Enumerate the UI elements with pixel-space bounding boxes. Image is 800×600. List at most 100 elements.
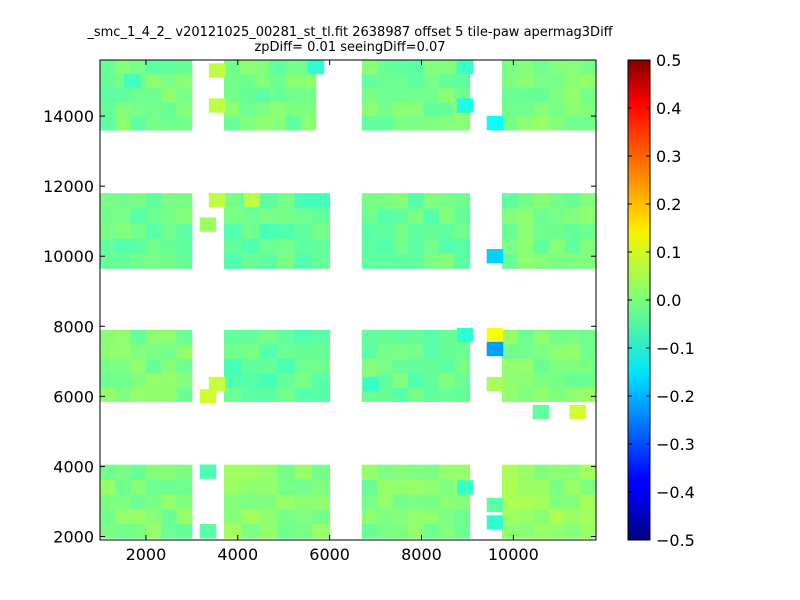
heatmap-cell <box>100 74 116 89</box>
heatmap-cell <box>241 238 260 254</box>
heatmap-cell <box>392 116 409 131</box>
heatmap-cell <box>224 387 242 402</box>
heatmap-cell <box>438 372 455 388</box>
heatmap-cell <box>580 116 596 131</box>
heatmap-cell <box>259 223 278 239</box>
heatmap-cell <box>145 358 162 374</box>
colorbar-tick-label: −0.5 <box>656 531 695 550</box>
heatmap-cell <box>377 208 394 224</box>
heatmap-cell <box>239 88 256 103</box>
heatmap-cell <box>408 508 424 524</box>
heatmap-cell <box>224 523 242 539</box>
heatmap-cell <box>276 208 295 224</box>
heatmap-cell <box>501 116 518 131</box>
heatmap-cell <box>130 193 147 209</box>
heatmap-cell <box>377 372 394 388</box>
heatmap-cell <box>224 494 242 510</box>
heatmap-cell <box>199 524 217 539</box>
heatmap-cell <box>100 193 116 209</box>
heatmap-cell <box>241 508 260 524</box>
heatmap-cell <box>130 372 147 388</box>
heatmap-cell <box>423 523 440 539</box>
heatmap-cell <box>423 223 440 239</box>
heatmap-cell <box>100 523 116 539</box>
heatmap-cell <box>224 238 242 254</box>
heatmap-cell <box>312 358 331 374</box>
heatmap-cell <box>486 497 504 513</box>
heatmap-cell <box>176 88 193 103</box>
heatmap-cell <box>501 494 518 510</box>
heatmap-cell <box>130 358 147 374</box>
colorbar-axis: 0.5 0.4 0.3 0.2 0.1 0.0 −0.1 −0.2 −0.3 −0.4 −0.5 <box>628 51 695 550</box>
heatmap-cell <box>130 494 147 510</box>
heatmap-cell <box>115 329 132 345</box>
heatmap-cell <box>377 479 394 495</box>
heatmap-cell <box>130 60 147 75</box>
heatmap-cell <box>454 508 471 524</box>
heatmap-cell <box>224 60 240 75</box>
heatmap-cell <box>161 60 177 75</box>
heatmap-cell <box>115 193 132 209</box>
heatmap-cell <box>392 102 409 117</box>
heatmap-cell <box>533 238 550 254</box>
heatmap-cell <box>161 479 177 495</box>
heatmap-cell <box>564 372 581 388</box>
heatmap-cell <box>438 238 455 254</box>
heatmap-cell <box>312 193 331 209</box>
heatmap-cell <box>548 60 566 75</box>
heatmap-cell <box>199 389 217 404</box>
heatmap-cell <box>145 372 162 388</box>
heatmap-cell <box>276 464 295 480</box>
heatmap-cell <box>580 223 596 239</box>
heatmap-cell <box>241 344 260 359</box>
heatmap-cell <box>254 88 271 103</box>
heatmap-cell <box>294 372 313 388</box>
heatmap-cell <box>130 387 147 402</box>
heatmap-cell <box>239 74 256 89</box>
heatmap-cell <box>224 74 240 89</box>
heatmap-cell <box>176 494 193 510</box>
heatmap-cell <box>517 479 534 495</box>
heatmap-cell <box>176 372 193 388</box>
heatmap-cell <box>548 208 566 224</box>
heatmap-cell <box>580 238 596 254</box>
heatmap-cell <box>259 464 278 480</box>
heatmap-cell <box>392 508 409 524</box>
heatmap-cell <box>501 358 518 374</box>
heatmap-cell <box>276 253 295 269</box>
heatmap-cell <box>130 344 147 359</box>
heatmap-cell <box>408 208 424 224</box>
heatmap-cell <box>408 358 424 374</box>
heatmap-cell <box>580 358 596 374</box>
heatmap-cell <box>548 508 566 524</box>
heatmap-cell <box>392 494 409 510</box>
heatmap-cell <box>259 508 278 524</box>
heatmap-cell <box>130 238 147 254</box>
heatmap-cell <box>276 479 295 495</box>
heatmap-cell <box>115 116 132 131</box>
heatmap-cell <box>377 238 394 254</box>
heatmap-cell <box>115 464 132 480</box>
heatmap-cell <box>276 223 295 239</box>
heatmap-cell <box>312 494 331 510</box>
colorbar-tick-label: 0.3 <box>656 147 681 166</box>
heatmap-cell <box>564 344 581 359</box>
heatmap-cell <box>408 102 424 117</box>
heatmap-cell <box>486 341 504 357</box>
heatmap-cell <box>100 464 116 480</box>
heatmap-cell <box>145 223 162 239</box>
heatmap-cell <box>454 464 471 480</box>
heatmap-cell <box>176 523 193 539</box>
heatmap-cell <box>438 88 455 103</box>
heatmap-cell <box>564 329 581 345</box>
heatmap-cell <box>438 193 455 209</box>
heatmap-cell <box>115 344 132 359</box>
heatmap-cell <box>100 208 116 224</box>
heatmap-cell <box>377 329 394 345</box>
heatmap-cell <box>115 494 132 510</box>
colorbar-tick-label: −0.4 <box>656 483 695 502</box>
heatmap-cell <box>130 479 147 495</box>
heatmap-cell <box>408 88 424 103</box>
heatmap-cell <box>548 344 566 359</box>
heatmap-cell <box>312 223 331 239</box>
